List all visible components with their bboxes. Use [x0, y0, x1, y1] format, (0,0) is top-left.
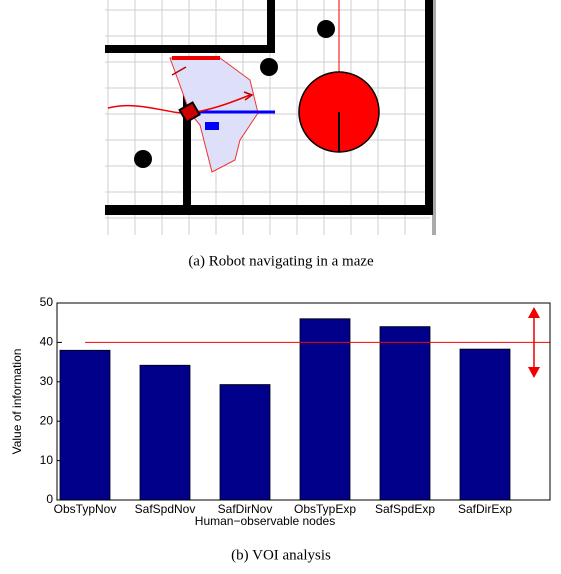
y-tick-label: 10	[40, 453, 54, 467]
y-tick-label: 0	[46, 492, 53, 506]
x-axis-label: Human−observable nodes	[195, 514, 335, 528]
figure: (a) Robot navigating in a maze 0 10 20 30 40…	[0, 0, 561, 574]
bar	[220, 385, 270, 500]
caption: (b) VOI analysis	[231, 547, 331, 563]
maze-image	[105, 0, 436, 235]
bar	[460, 349, 510, 500]
y-tick-label: 30	[40, 374, 54, 388]
page: {"subfigure_a": {"caption": "(a) Robot n…	[0, 0, 561, 574]
caption: (a) Robot navigating in a maze	[188, 253, 374, 269]
bar	[140, 365, 190, 500]
bar	[380, 327, 430, 500]
x-tick-label: ObsTypNov	[54, 502, 117, 516]
y-tick-label: 40	[40, 335, 54, 349]
bar	[60, 350, 110, 500]
chart: 0 10 20 30 40 50 Value of information ObsTypNov…	[10, 295, 550, 563]
x-tick-label: SafSpdExp	[375, 502, 435, 516]
bar	[300, 319, 350, 500]
y-tick-label: 50	[40, 295, 54, 309]
y-tick-label: 20	[40, 413, 54, 427]
x-tick-label: SafDirExp	[458, 502, 512, 516]
x-tick-label: SafSpdNov	[135, 502, 196, 516]
y-axis-label: Value of information	[10, 349, 24, 455]
